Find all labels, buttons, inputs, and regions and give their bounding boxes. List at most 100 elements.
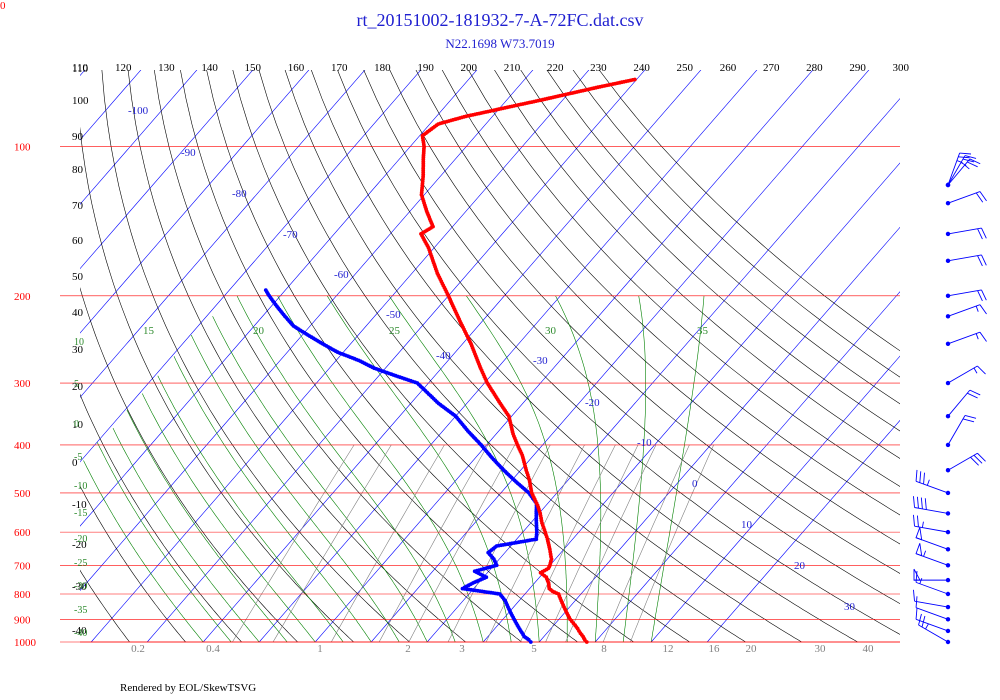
wind-barb-flag bbox=[962, 418, 975, 423]
wind-barb-staff bbox=[947, 452, 978, 471]
moist-adiabat-line bbox=[83, 460, 204, 643]
mixing-ratio-line bbox=[447, 444, 551, 643]
wind-barbs bbox=[913, 152, 987, 645]
dry-adiabat-top-label: 250 bbox=[677, 62, 694, 74]
mixing-ratio-label: 1 bbox=[317, 643, 323, 655]
isotherm-line bbox=[90, 70, 590, 643]
wind-barb-halfflag bbox=[975, 333, 979, 340]
dry-adiabat-top-label: 230 bbox=[590, 62, 607, 74]
wind-barb-flag bbox=[979, 331, 987, 342]
moist-adiabat-line bbox=[212, 316, 428, 643]
dry-adiabat-top-label: 110 bbox=[72, 62, 89, 74]
dry-adiabat-top-label: 130 bbox=[158, 62, 175, 74]
moist-adiabat-left-label: -40 bbox=[74, 628, 87, 639]
dry-adiabat-top-label: 170 bbox=[331, 62, 348, 74]
moist-adiabat-left-label: -35 bbox=[74, 605, 87, 616]
dry-adiabat-top-label: 150 bbox=[245, 62, 262, 74]
dry-adiabat-line bbox=[258, 70, 746, 643]
moist-adiabat-label: 30 bbox=[545, 325, 557, 337]
isotherm-line bbox=[80, 70, 366, 398]
mixing-ratio-label: 8 bbox=[601, 643, 607, 655]
dry-adiabat-top-label: 190 bbox=[417, 62, 434, 74]
moist-adiabat-left-label: 0 bbox=[74, 419, 79, 430]
isotherm-line bbox=[706, 419, 900, 643]
mixing-ratio-label: 40 bbox=[863, 643, 875, 655]
mixing-ratio-line bbox=[408, 444, 516, 643]
wind-barb-halfflag bbox=[919, 577, 923, 584]
dry-adiabat-line bbox=[80, 393, 242, 643]
dry-adiabat-left-label: -10 bbox=[72, 499, 87, 511]
mixing-ratio-label: 16 bbox=[709, 643, 721, 655]
temperature-point bbox=[632, 77, 637, 82]
wind-barb-flag bbox=[920, 497, 923, 509]
wind-barb-flag bbox=[970, 456, 979, 466]
wind-barb-flag bbox=[964, 415, 977, 419]
dry-adiabat-line bbox=[363, 70, 900, 605]
moist-adiabat-line bbox=[157, 375, 344, 643]
dry-adiabat-line bbox=[598, 70, 900, 352]
wind-barb-staff bbox=[947, 365, 978, 384]
moist-adiabat-label: 35 bbox=[697, 325, 709, 337]
isotherm-label: -20 bbox=[585, 397, 600, 409]
mixing-ratio-label: 5 bbox=[531, 643, 537, 655]
wind-barb bbox=[945, 415, 977, 448]
wind-barb bbox=[945, 331, 987, 347]
isotherm-line bbox=[650, 355, 900, 643]
mixing-ratio-line bbox=[378, 444, 489, 643]
dry-adiabat-left-label: 90 bbox=[72, 131, 84, 143]
mixing-ratio-label: 2 bbox=[405, 643, 411, 655]
dry-adiabat-top-label: 300 bbox=[893, 62, 910, 74]
wind-barb-pennant bbox=[915, 527, 923, 541]
moist-adiabat-line bbox=[112, 427, 260, 643]
chart-title: rt_20151002-181932-7-A-72FC.dat.csv bbox=[356, 10, 644, 30]
moist-adiabat-line bbox=[142, 393, 316, 643]
isotherm-line bbox=[370, 70, 870, 643]
dry-adiabat-top-label: 290 bbox=[849, 62, 866, 74]
mixing-ratio-label: 3 bbox=[459, 643, 465, 655]
moist-adiabat-label: 20 bbox=[253, 325, 265, 337]
dry-adiabat-top-label: 140 bbox=[201, 62, 218, 74]
wind-barb-flag bbox=[969, 389, 981, 396]
isotherm-label: 10 bbox=[741, 519, 753, 531]
wind-barb-halfflag bbox=[973, 367, 978, 374]
corner-label: 0 bbox=[0, 0, 6, 12]
mixing-ratio-label: 0.4 bbox=[206, 643, 220, 655]
dry-adiabat-left-label: 110 bbox=[72, 63, 89, 75]
wind-barb-halfflag bbox=[960, 162, 967, 166]
dry-adiabats bbox=[80, 70, 900, 643]
wind-barb-flag bbox=[977, 290, 983, 302]
dry-adiabat-left-label: 0 bbox=[72, 457, 78, 469]
dry-adiabat-line bbox=[127, 70, 466, 643]
wind-barb-flag bbox=[977, 228, 983, 240]
isotherm-label: -100 bbox=[128, 105, 149, 117]
wind-barb-staff bbox=[915, 581, 949, 595]
moist-adiabat-label: 25 bbox=[389, 325, 401, 337]
dry-adiabat-top-label: 240 bbox=[633, 62, 650, 74]
wind-barb-staff bbox=[918, 624, 949, 643]
dry-adiabat-left-label: 10 bbox=[72, 419, 84, 431]
wind-barb-flag bbox=[964, 155, 977, 159]
mixing-ratio-label: 12 bbox=[663, 643, 674, 655]
wind-barb-flag bbox=[915, 596, 918, 608]
isotherm-line bbox=[426, 98, 900, 643]
dry-adiabat-line bbox=[80, 126, 354, 643]
isotherm-label: -90 bbox=[181, 147, 196, 159]
wind-barb-flag bbox=[962, 158, 975, 163]
wind-barb bbox=[945, 227, 987, 240]
dry-adiabat-left-label: 60 bbox=[72, 235, 84, 247]
isotherm-label: 0 bbox=[692, 478, 698, 490]
wind-barb bbox=[945, 289, 987, 302]
isotherms bbox=[80, 70, 900, 643]
dry-adiabat-line bbox=[80, 485, 186, 643]
wind-barb bbox=[915, 607, 951, 634]
wind-barb bbox=[945, 191, 987, 206]
isotherm-label: -70 bbox=[283, 229, 298, 241]
wind-barb-staff bbox=[947, 191, 981, 204]
dry-adiabat-left-label: 20 bbox=[72, 381, 84, 393]
wind-barb-flag bbox=[967, 161, 978, 168]
footer-credit: Rendered by EOL/SkewTSVG bbox=[120, 682, 257, 694]
wind-barb-flag bbox=[959, 152, 972, 155]
wind-barb-flag bbox=[979, 304, 987, 315]
wind-barb bbox=[945, 452, 986, 473]
wind-barb-staff bbox=[915, 480, 949, 494]
